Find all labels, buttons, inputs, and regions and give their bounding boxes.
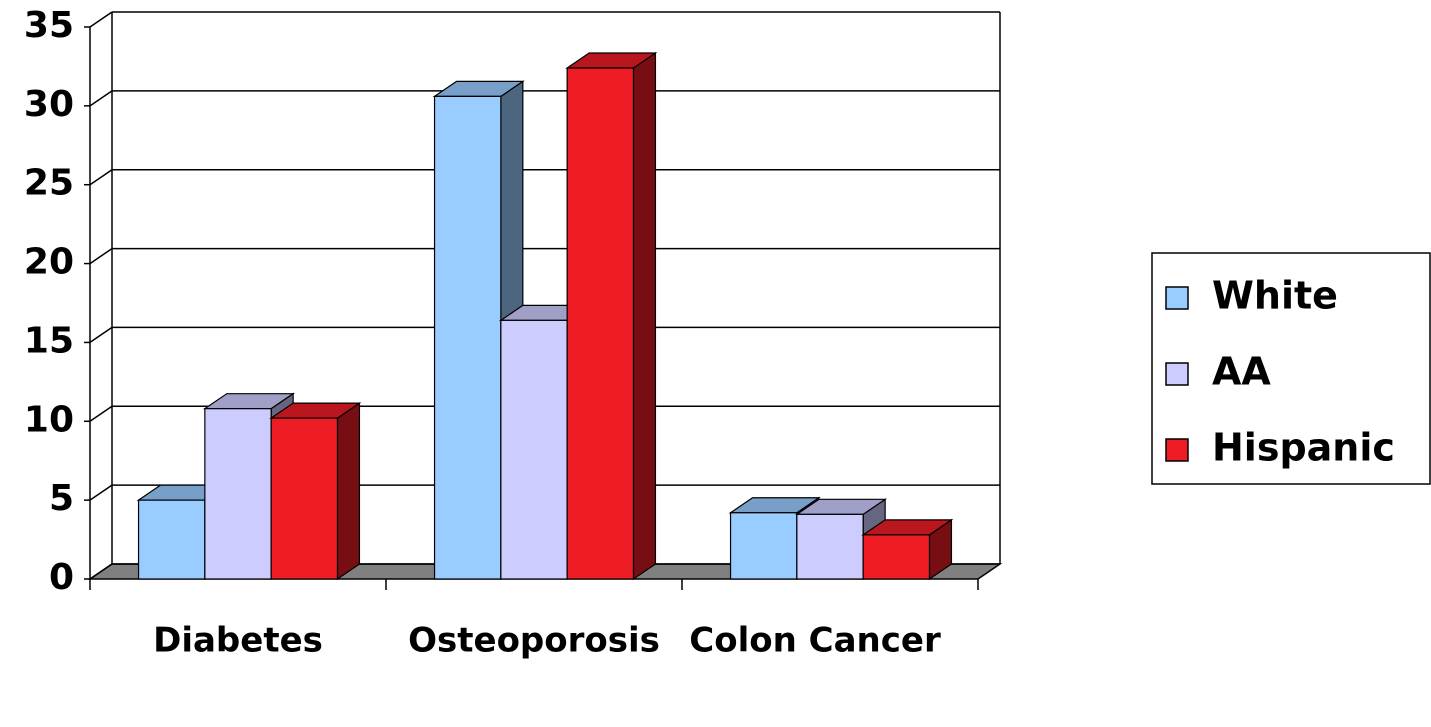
y-tick-label: 15 xyxy=(24,320,74,361)
y-tick-label: 20 xyxy=(24,242,74,283)
grid-line-side xyxy=(89,563,113,580)
grid-line-side xyxy=(89,90,113,107)
legend-box xyxy=(1151,252,1431,485)
y-tick-label: 25 xyxy=(24,163,74,204)
grid-line-side xyxy=(89,484,113,501)
grid-line-side xyxy=(89,169,113,186)
legend-label: AA xyxy=(1212,350,1271,394)
y-tick-label: 10 xyxy=(24,399,74,440)
legend-label: Hispanic xyxy=(1212,426,1395,470)
bar xyxy=(204,408,272,580)
bar xyxy=(862,534,931,580)
y-tick-label: 0 xyxy=(49,557,74,598)
y-tick-label: 5 xyxy=(49,478,74,519)
y-tick-label: 35 xyxy=(24,5,74,46)
bar xyxy=(729,512,798,580)
bar xyxy=(500,319,568,580)
x-tick-label: Diabetes xyxy=(153,621,323,661)
bar-side xyxy=(632,51,657,581)
y-tick-label: 30 xyxy=(24,84,74,125)
grid-line-side xyxy=(89,405,113,422)
bar xyxy=(796,513,864,580)
x-tick-label: Osteoporosis xyxy=(408,621,660,661)
bar xyxy=(270,417,339,580)
legend-swatch xyxy=(1165,362,1189,386)
bar xyxy=(566,67,635,580)
grid-line-side xyxy=(89,247,113,265)
legend-swatch xyxy=(1165,438,1189,462)
bar xyxy=(433,95,502,580)
x-tick-label: Colon Cancer xyxy=(689,621,941,661)
bar xyxy=(137,499,206,580)
legend-label: White xyxy=(1212,274,1338,318)
grid-line-side xyxy=(89,326,113,344)
bar-side xyxy=(336,401,361,581)
legend-swatch xyxy=(1165,286,1189,310)
grid-line-side xyxy=(89,11,113,28)
